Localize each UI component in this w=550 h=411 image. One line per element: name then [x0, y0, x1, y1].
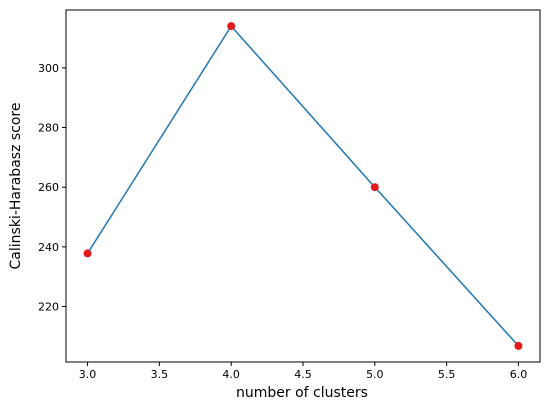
x-tick-label: 3.0: [79, 368, 97, 381]
point: [370, 183, 379, 192]
point: [227, 22, 236, 31]
y-tick-label: 240: [38, 241, 59, 254]
x-tick-label: 5.5: [438, 368, 456, 381]
plot-frame: [65, 9, 541, 363]
point: [83, 249, 92, 258]
x-tick-label: 3.5: [151, 368, 169, 381]
y-axis-label: Calinski-Harabasz score: [8, 103, 24, 270]
line: [86, 24, 520, 347]
y-tick-label: 300: [38, 62, 59, 75]
point: [514, 341, 523, 350]
x-tick-label: 4.0: [222, 368, 240, 381]
x-axis-label: number of clusters: [236, 385, 368, 401]
y-tick-label: 220: [38, 301, 59, 314]
x-tick-label: 5.0: [366, 368, 384, 381]
x-tick-label: 4.5: [294, 368, 312, 381]
y-tick-label: 260: [38, 181, 59, 194]
x-tick-label: 6.0: [510, 368, 528, 381]
y-tick-label: 280: [38, 122, 59, 135]
